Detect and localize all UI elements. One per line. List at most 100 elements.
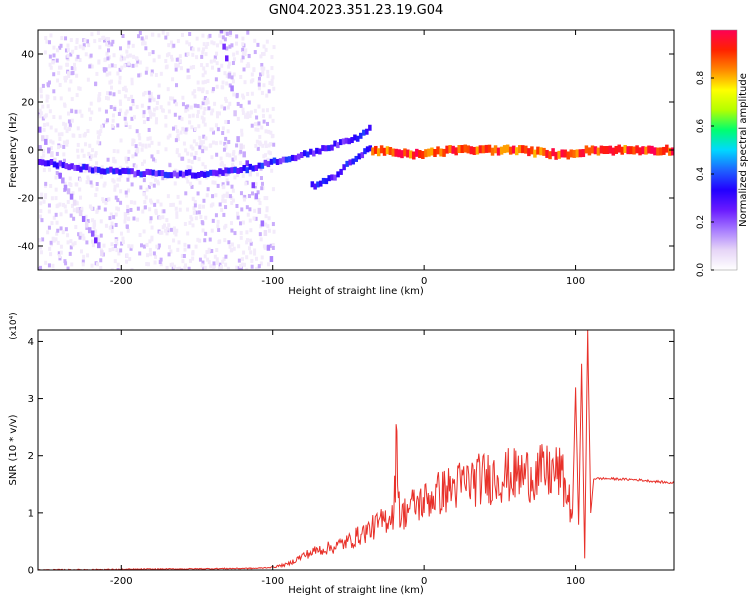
heatmap-cell xyxy=(249,228,253,233)
heatmap-cell xyxy=(263,229,268,236)
heatmap-cell xyxy=(124,168,128,175)
heatmap-cell xyxy=(240,257,244,262)
heatmap-cell xyxy=(148,239,152,244)
heatmap-cell xyxy=(119,108,123,113)
heatmap-cell xyxy=(68,126,72,131)
heatmap-cell xyxy=(641,146,645,155)
heatmap-cell xyxy=(235,143,239,148)
heatmap-cell xyxy=(229,221,233,226)
heatmap-cell xyxy=(204,215,208,220)
heatmap-cell xyxy=(119,138,123,143)
heatmap-cell xyxy=(166,32,170,37)
heatmap-cell xyxy=(253,251,257,256)
heatmap-cell xyxy=(181,156,185,161)
heatmap-cell xyxy=(490,147,495,156)
heatmap-cell xyxy=(224,136,228,141)
heatmap-cell xyxy=(225,191,229,196)
heatmap-cell xyxy=(430,147,434,156)
heatmap-cell xyxy=(165,265,169,270)
heatmap-cell xyxy=(115,248,119,253)
heatmap-cell xyxy=(215,111,219,116)
heatmap-cell xyxy=(206,100,210,105)
heatmap-cell xyxy=(59,43,63,48)
heatmap-cell xyxy=(96,130,100,135)
heatmap-cell xyxy=(121,167,125,174)
heatmap-cell xyxy=(231,188,235,193)
heatmap-cell xyxy=(64,209,68,214)
heatmap-cell xyxy=(73,66,77,71)
heatmap-cell xyxy=(143,200,147,205)
heatmap-cell xyxy=(110,221,114,226)
heatmap-cell xyxy=(303,150,307,157)
heatmap-cell xyxy=(193,172,198,179)
heatmap-cell xyxy=(62,152,66,157)
heatmap-cell xyxy=(350,137,354,144)
heatmap-cell xyxy=(105,118,109,123)
heatmap-cell xyxy=(108,80,112,85)
heatmap-cell xyxy=(105,51,109,56)
heatmap-cell xyxy=(78,162,82,167)
heatmap-cell xyxy=(156,179,160,184)
heatmap-cell xyxy=(193,203,197,208)
heatmap-cell xyxy=(111,178,115,183)
heatmap-cell xyxy=(259,261,263,266)
heatmap-cell xyxy=(205,193,209,198)
heatmap-cell xyxy=(45,98,49,103)
heatmap-cell xyxy=(236,136,240,143)
heatmap-cell xyxy=(69,213,73,218)
heatmap-cell xyxy=(227,64,231,69)
heatmap-cell xyxy=(214,213,218,218)
heatmap-cell xyxy=(75,201,79,206)
heatmap-cell xyxy=(101,36,105,41)
heatmap-cell xyxy=(115,167,119,174)
heatmap-cell xyxy=(142,110,146,115)
heatmap-cell xyxy=(131,43,135,48)
colorbar-tick-label: 0.0 xyxy=(696,263,706,278)
heatmap-cell xyxy=(225,31,229,36)
heatmap-cell xyxy=(49,158,54,165)
heatmap-cell xyxy=(272,45,276,50)
heatmap-cell xyxy=(177,240,181,245)
heatmap-cell xyxy=(213,254,217,259)
heatmap-cell xyxy=(237,258,241,263)
heatmap-cell xyxy=(424,149,428,158)
heatmap-cell xyxy=(86,129,90,134)
heatmap-cell xyxy=(125,253,129,258)
heatmap-cell xyxy=(257,264,261,269)
heatmap-cell xyxy=(191,256,195,261)
heatmap-cell xyxy=(287,156,292,163)
heatmap-cell xyxy=(174,67,178,72)
heatmap-cell xyxy=(190,125,194,130)
heatmap-cell xyxy=(240,132,244,137)
heatmap-cell xyxy=(412,151,416,160)
heatmap-cell xyxy=(161,108,165,113)
heatmap-cell xyxy=(265,93,269,98)
heatmap-cell xyxy=(98,45,102,50)
heatmap-cell xyxy=(46,122,50,127)
heatmap-cell xyxy=(212,169,216,176)
heatmap-cell xyxy=(161,30,165,35)
heatmap-cell xyxy=(52,53,56,58)
heatmap-cell xyxy=(63,259,67,264)
heatmap-cell xyxy=(141,143,145,148)
heatmap-cell xyxy=(230,85,234,92)
heatmap-cell xyxy=(253,248,257,253)
heatmap-cell xyxy=(231,162,235,167)
heatmap-cell xyxy=(39,245,43,250)
heatmap-cell xyxy=(78,235,82,240)
heatmap-cell xyxy=(246,92,250,97)
heatmap-cell xyxy=(63,181,67,186)
heatmap-cell xyxy=(557,150,561,159)
heatmap-cell xyxy=(157,170,162,177)
heatmap-cell xyxy=(245,160,249,167)
heatmap-cell xyxy=(84,168,88,173)
heatmap-cell xyxy=(111,113,115,118)
heatmap-cell xyxy=(65,142,69,147)
heatmap-cell xyxy=(206,187,210,192)
heatmap-cell xyxy=(415,148,419,157)
heatmap-cell xyxy=(128,257,132,262)
colorbar-tick-label: 0.4 xyxy=(696,167,706,182)
heatmap-cell xyxy=(150,154,154,159)
heatmap-cell xyxy=(77,207,81,212)
heatmap-cell xyxy=(206,257,210,262)
